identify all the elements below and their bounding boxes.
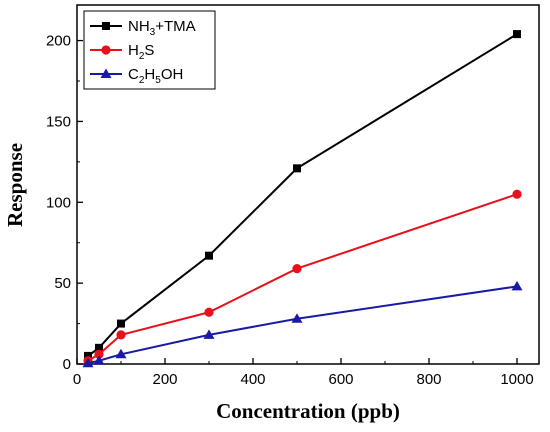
data-point [513, 30, 521, 39]
x-axis-title: Concentration (ppb) [216, 399, 400, 423]
data-point [512, 189, 522, 199]
legend-text-part: S [144, 42, 154, 59]
x-tick-label: 200 [152, 371, 177, 388]
series-layer [82, 30, 523, 368]
legend-subscript: 2 [139, 75, 145, 86]
y-tick-label: 200 [46, 33, 71, 50]
axis-ticks: 0 200 400 600 800 1000 0 50 100 150 200 [46, 33, 534, 388]
x-tick-label: 400 [240, 371, 265, 388]
y-tick-label: 150 [46, 113, 71, 130]
y-tick-label: 50 [54, 275, 71, 292]
data-point [82, 357, 94, 368]
plot-frame [76, 4, 540, 365]
x-tick-label: 600 [328, 371, 353, 388]
y-tick-label: 0 [63, 356, 71, 373]
series-1 [83, 189, 522, 366]
legend-text-part: OH [161, 66, 184, 83]
legend-subscript: 3 [150, 27, 156, 38]
data-point [116, 330, 126, 340]
data-point [84, 351, 92, 360]
x-tick-label: 800 [416, 371, 441, 388]
legend-text-part: +TMA [155, 18, 195, 35]
data-point [115, 348, 127, 359]
x-tick-label: 1000 [500, 371, 533, 388]
legend-text-part: C [128, 66, 139, 83]
legend-text-part: NH [128, 18, 150, 35]
series-2 [82, 280, 523, 368]
data-point [205, 251, 213, 260]
legend-subscript: 2 [139, 51, 145, 62]
legend-subscript: 5 [155, 75, 161, 86]
data-point [95, 343, 103, 352]
legend-marker [101, 45, 111, 55]
data-point [117, 319, 125, 328]
data-point [511, 280, 523, 291]
legend-text-part: H [128, 42, 139, 59]
data-point [93, 355, 105, 365]
x-tick-label: 0 [73, 371, 81, 388]
legend-label: H2S [128, 42, 154, 62]
data-point [204, 307, 214, 317]
series-line [87, 285, 518, 365]
data-point [293, 164, 301, 173]
series-0 [84, 30, 521, 360]
data-point [203, 329, 215, 339]
legend-label: C2H5OH [128, 66, 183, 86]
y-tick-label: 100 [46, 194, 71, 211]
legend-text-part: H [144, 66, 155, 83]
legend-marker [100, 68, 112, 78]
data-point [292, 263, 302, 274]
data-point [94, 349, 104, 359]
legend-label: NH3+TMA [128, 18, 196, 38]
data-point [291, 313, 303, 323]
series-line [87, 193, 518, 362]
legend-marker [102, 22, 110, 30]
y-axis-title: Response [3, 143, 27, 227]
